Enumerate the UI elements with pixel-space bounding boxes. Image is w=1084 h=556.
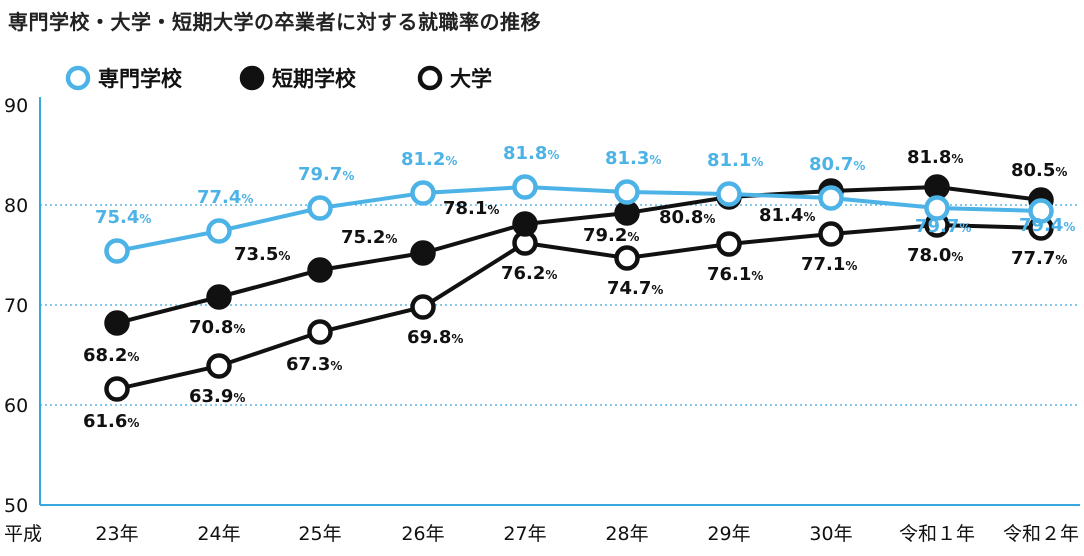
x-tick-label: 29年 — [707, 523, 750, 545]
x-tick-label: 27年 — [503, 523, 546, 545]
data-point — [307, 195, 333, 221]
data-label: 61.6% — [83, 411, 139, 432]
data-label: 77.1% — [801, 254, 857, 275]
data-label: 68.2% — [83, 345, 139, 366]
x-tick-label: 25年 — [298, 523, 341, 545]
data-label: 70.8% — [189, 317, 245, 338]
data-point — [1028, 198, 1054, 224]
y-tick-label: 90 — [4, 95, 28, 117]
data-point — [307, 257, 333, 283]
y-tick-label: 80 — [4, 195, 28, 217]
x-tick-label: 28年 — [605, 523, 648, 545]
data-point — [206, 353, 232, 379]
data-point — [924, 195, 950, 221]
data-label: 76.1% — [707, 264, 763, 285]
x-tick-label: 令和２年 — [1003, 523, 1079, 545]
y-tick-label: 50 — [4, 495, 28, 517]
x-prefix-label: 平成 — [4, 523, 42, 545]
data-label: 75.2% — [341, 227, 397, 248]
legend-marker — [239, 65, 265, 91]
x-tick-label: 23年 — [95, 523, 138, 545]
data-label: 81.3% — [605, 148, 661, 169]
data-label: 74.7% — [607, 278, 663, 299]
data-label: 81.4% — [759, 205, 815, 226]
legend-label: 短期学校 — [272, 67, 357, 91]
data-point — [614, 245, 640, 271]
data-point — [818, 221, 844, 247]
x-tick-label: 30年 — [809, 523, 852, 545]
data-point — [410, 294, 436, 320]
data-point — [206, 218, 232, 244]
data-label: 80.7% — [809, 154, 865, 175]
data-point — [614, 200, 640, 226]
data-label: 79.7% — [915, 216, 971, 237]
data-label: 81.8% — [907, 147, 963, 168]
data-point — [512, 174, 538, 200]
data-point — [512, 211, 538, 237]
series-line — [116, 184, 1042, 325]
data-point — [716, 181, 742, 207]
data-label: 63.9% — [189, 386, 245, 407]
data-label: 79.4% — [1019, 215, 1075, 236]
y-tick-label: 70 — [4, 295, 28, 317]
chart-title: 専門学校・大学・短期大学の卒業者に対する就職率の推移 — [8, 10, 541, 34]
data-label: 79.7% — [298, 164, 354, 185]
data-point — [104, 238, 130, 264]
data-point — [614, 179, 640, 205]
data-label: 77.4% — [197, 187, 253, 208]
legend-marker — [417, 65, 443, 91]
data-label: 67.3% — [286, 354, 342, 375]
data-label: 80.5% — [1011, 160, 1067, 181]
data-point — [104, 310, 130, 336]
data-label: 76.2% — [501, 263, 557, 284]
data-label: 69.8% — [407, 327, 463, 348]
data-label: 81.1% — [707, 150, 763, 171]
data-point — [206, 284, 232, 310]
x-tick-label: 24年 — [197, 523, 240, 545]
data-point — [410, 180, 436, 206]
data-label: 80.8% — [659, 207, 715, 228]
legend-label: 専門学校 — [98, 67, 183, 91]
data-label: 78.0% — [907, 245, 963, 266]
data-label: 81.8% — [503, 143, 559, 164]
data-label: 75.4% — [95, 207, 151, 228]
y-tick-label: 60 — [4, 395, 28, 417]
series-line — [116, 184, 1042, 253]
data-label: 73.5% — [234, 244, 290, 265]
data-label: 79.2% — [583, 225, 639, 246]
data-label: 77.7% — [1011, 248, 1067, 269]
legend-marker — [65, 65, 91, 91]
data-label: 78.1% — [443, 198, 499, 219]
x-tick-label: 令和１年 — [899, 523, 975, 545]
data-point — [818, 185, 844, 211]
legend-label: 大学 — [450, 67, 492, 91]
data-point — [924, 174, 950, 200]
series-line — [116, 222, 1042, 391]
x-tick-label: 26年 — [401, 523, 444, 545]
data-point — [410, 240, 436, 266]
data-label: 81.2% — [401, 149, 457, 170]
data-point — [307, 319, 333, 345]
data-point — [716, 231, 742, 257]
data-point — [104, 376, 130, 402]
